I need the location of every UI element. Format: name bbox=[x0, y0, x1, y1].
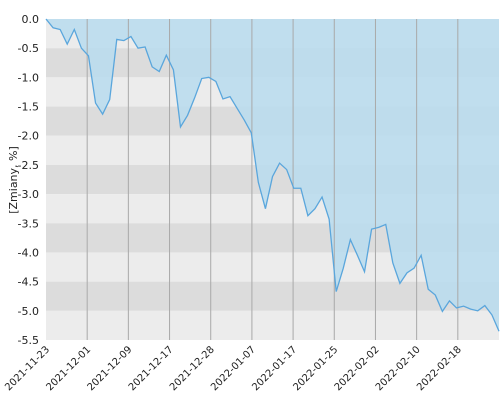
y-tick-label: -4.0 bbox=[18, 246, 39, 259]
y-tick-label: -5.0 bbox=[18, 305, 39, 318]
background-band bbox=[46, 281, 499, 311]
x-tick-label: 2022-02-18 bbox=[415, 344, 464, 393]
y-tick-label: -0.5 bbox=[18, 42, 39, 55]
y-tick-label: -5.5 bbox=[18, 334, 39, 347]
y-tick-label: -2.5 bbox=[18, 159, 39, 172]
y-tick-label: -1.0 bbox=[18, 71, 39, 84]
line-layer bbox=[45, 18, 500, 332]
series-line bbox=[45, 18, 500, 332]
y-tick-label: -1.5 bbox=[18, 101, 39, 114]
series-area-fill bbox=[46, 19, 499, 332]
y-tick-label: -2.0 bbox=[18, 130, 39, 143]
vertical-gridlines bbox=[86, 19, 459, 340]
y-axis-title: [Zmiany, %] bbox=[7, 146, 20, 214]
area-layer bbox=[46, 19, 499, 332]
background-band bbox=[46, 310, 499, 340]
x-axis-ticks: 2021-11-232021-12-012021-12-092021-12-17… bbox=[3, 344, 464, 393]
y-tick-label: -4.5 bbox=[18, 276, 39, 289]
y-axis-ticks: 0.0 -0.5 -1.0 -1.5 -2.0 -2.5 -3.0 -3.5 -4.0 -4.5 -… bbox=[18, 13, 39, 347]
y-tick-label: -3.0 bbox=[18, 188, 39, 201]
y-tick-label: 0.0 bbox=[22, 13, 40, 26]
y-tick-label: -3.5 bbox=[18, 217, 39, 230]
